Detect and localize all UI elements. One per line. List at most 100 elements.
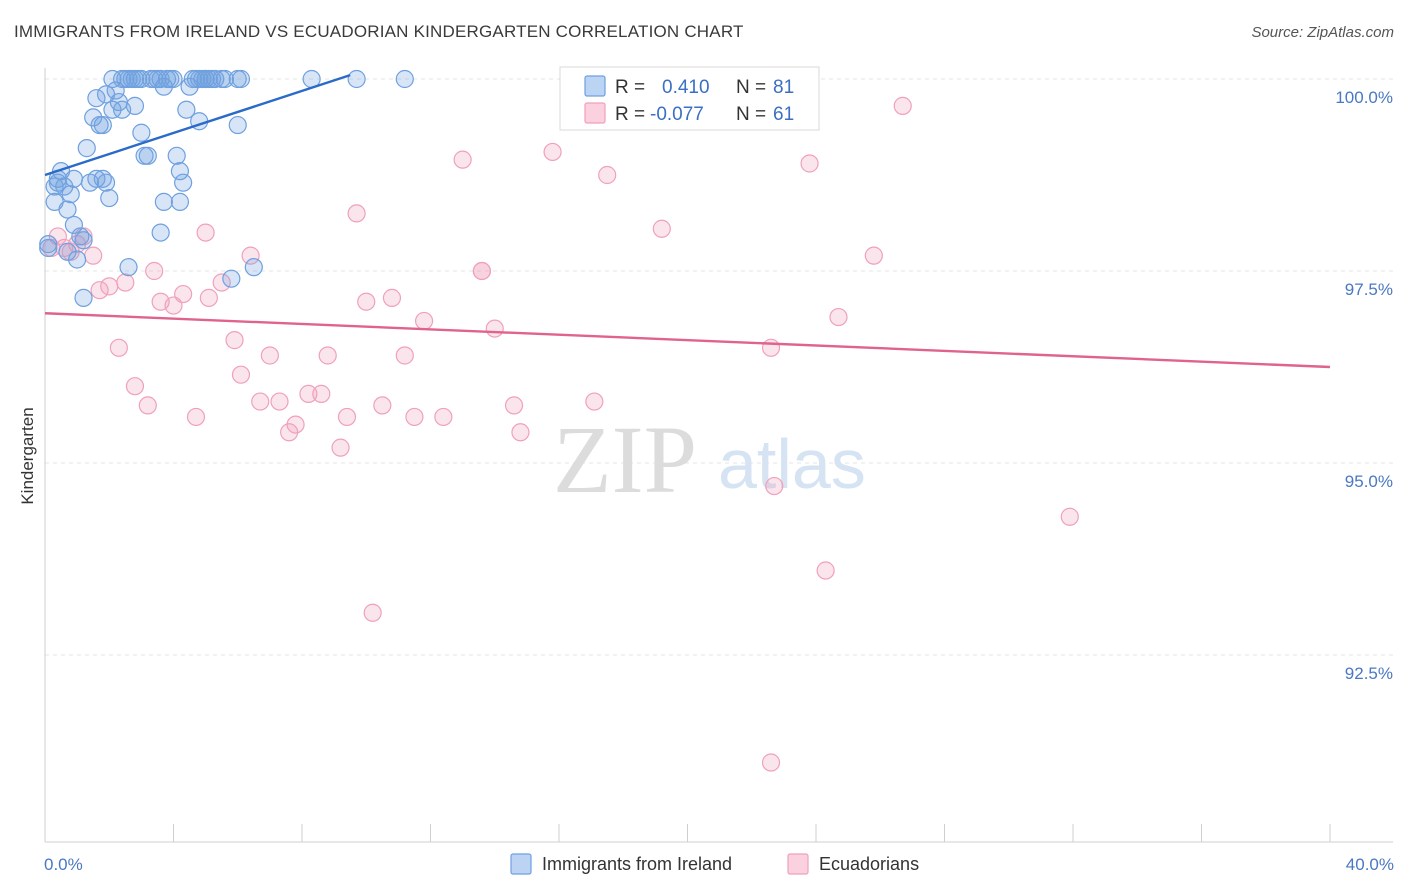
ecuador-point-51: [652, 219, 671, 238]
series-legend-label-ireland: Immigrants from Ireland: [542, 854, 732, 874]
ireland-point-27: [103, 69, 122, 89]
series-legend-label-ecuador: Ecuadorians: [819, 854, 919, 874]
ireland-point-39: [132, 69, 151, 89]
watermark-zip: ZIP: [553, 406, 697, 513]
ecuador-point-61: [864, 246, 883, 265]
ecuador-point-62: [893, 96, 912, 115]
ecuador-point-25: [260, 346, 279, 365]
legend-swatch-ecuador: [584, 102, 606, 124]
ireland-point-40: [132, 123, 151, 142]
ireland-point-8: [61, 185, 80, 204]
ireland-point-80: [80, 173, 100, 192]
ecuador-point-45: [504, 396, 524, 415]
legend-r-value-ecuador: -0.077: [650, 104, 704, 125]
ecuador-point-29: [299, 384, 318, 403]
ireland-point-10: [64, 215, 84, 235]
ireland-point-56: [170, 192, 190, 211]
ecuador-point-37: [382, 288, 402, 307]
ecuador-point-35: [357, 292, 376, 311]
series-legend-swatch-ireland: [510, 853, 532, 875]
y-tick-label-1: 97.5%: [1345, 280, 1393, 299]
ecuador-point-44: [485, 319, 504, 338]
ecuador-point-57: [761, 338, 781, 357]
ireland-point-66: [206, 69, 225, 89]
ecuador-point-30: [312, 384, 331, 403]
ecuador-point-22: [231, 365, 251, 384]
ecuador-point-58: [816, 561, 835, 580]
ecuador-point-31: [318, 346, 337, 365]
grid-lines: [45, 78, 1393, 656]
ireland-point-55: [174, 173, 193, 192]
legend-n-value-ecuador: 61: [773, 104, 794, 125]
y-tick-labels: 100.0% 97.5% 95.0% 92.5%: [1335, 88, 1393, 683]
ecuador-point-56: [761, 753, 781, 772]
ecuador-point-33: [337, 407, 357, 427]
ecuador-point-26: [270, 392, 289, 411]
ecuador-point-16: [174, 284, 193, 304]
ecuador-point-60: [829, 307, 848, 327]
ecuador-point-12: [138, 396, 157, 415]
ireland-point-75: [244, 258, 263, 277]
legend-n-label-ecuador: N =: [736, 104, 766, 125]
ecuador-point-17: [186, 407, 206, 427]
watermark-atlas: atlas: [718, 425, 866, 503]
ecuador-point-24: [251, 392, 270, 411]
ecuador-point-28: [286, 415, 305, 434]
ecuador-point-32: [331, 438, 350, 457]
ecuador-point-65: [363, 603, 382, 622]
source-credit: Source: ZipAtlas.com: [1251, 24, 1394, 41]
ecuador-point-23: [241, 246, 260, 265]
series-legend: Immigrants from Ireland Ecuadorians: [510, 853, 919, 875]
legend-r-value-ireland: 0.410: [662, 77, 710, 98]
ecuador-point-19: [199, 288, 218, 307]
ireland-point-50: [154, 192, 173, 211]
ecuador-point-64: [472, 261, 491, 281]
ireland-point-7: [58, 200, 77, 219]
legend-r-label-ecuador: R =: [615, 104, 645, 125]
ireland-point-52: [164, 69, 183, 89]
ireland-point-74: [228, 115, 247, 135]
ecuador-point-53: [765, 476, 784, 496]
ireland-point-14: [74, 231, 93, 250]
ecuador-point-20: [212, 273, 231, 292]
ecuador-point-49: [598, 165, 617, 185]
ecuador-point-59: [800, 154, 819, 173]
ireland-point-68: [215, 69, 234, 89]
ireland-point-71: [222, 269, 241, 288]
ecuador-trend-line: [44, 312, 1331, 369]
ecuador-point-63: [1060, 507, 1079, 526]
y-axis-label: Kindergarten: [18, 407, 37, 504]
y-tick-label-3: 92.5%: [1345, 664, 1393, 683]
ireland-point-51: [151, 223, 170, 242]
x-tick-label-min: 0.0%: [44, 855, 83, 874]
ecuador-point-40: [414, 311, 434, 331]
ecuador-point-11: [125, 377, 145, 396]
ireland-point-16: [77, 139, 96, 158]
ireland-point-18: [87, 89, 106, 108]
ecuador-point-9: [109, 338, 128, 357]
ireland-point-36: [125, 96, 145, 115]
ecuador-point-21: [225, 331, 244, 350]
ecuador-point-13: [145, 261, 164, 281]
ireland-point-25: [100, 188, 119, 208]
ireland-point-73: [231, 69, 251, 89]
chart-title: IMMIGRANTS FROM IRELAND VS ECUADORIAN KI…: [14, 22, 744, 41]
ireland-point-79: [48, 173, 67, 192]
ecuador-point-38: [395, 346, 414, 365]
ireland-point-53: [167, 146, 186, 165]
ireland-point-35: [119, 258, 138, 277]
ireland-point-57: [177, 100, 196, 119]
x-tick-label-max: 40.0%: [1346, 855, 1394, 874]
ecuador-point-46: [511, 423, 530, 442]
series-legend-swatch-ecuador: [787, 853, 809, 875]
ecuador-point-18: [196, 223, 215, 242]
ecuador-point-41: [434, 407, 453, 427]
ecuador-point-36: [373, 396, 392, 415]
ireland-point-78: [395, 69, 414, 89]
y-tick-label-0: 100.0%: [1335, 88, 1393, 107]
stats-legend: R = 0.410 N = 81 R = -0.077 N = 61: [559, 66, 820, 131]
ireland-point-21: [93, 115, 112, 135]
ireland-point-70: [196, 69, 215, 89]
ecuador-point-6: [84, 246, 103, 265]
